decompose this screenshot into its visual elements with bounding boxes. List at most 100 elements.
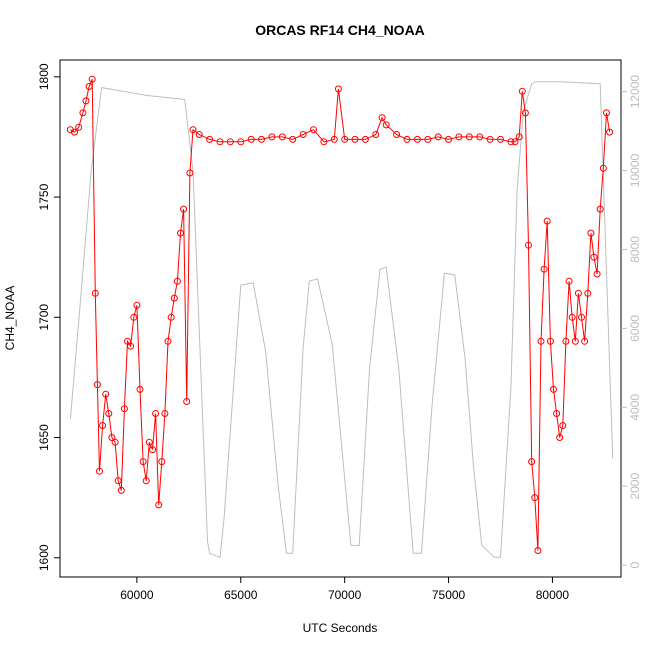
plot-frame bbox=[59, 59, 622, 578]
ch4-data-point bbox=[578, 313, 585, 321]
ch4-data-point bbox=[258, 135, 265, 143]
ch4-data-point bbox=[91, 289, 99, 297]
ch4-data-point bbox=[93, 381, 101, 389]
ch4-data-point bbox=[183, 398, 191, 405]
ch4-data-point bbox=[507, 138, 515, 146]
ch4-data-point bbox=[149, 446, 156, 454]
ch4-data-point bbox=[587, 229, 595, 237]
ch4-data-point bbox=[521, 109, 529, 117]
ch4-data-point bbox=[393, 131, 401, 138]
ch4-point-layer bbox=[66, 75, 614, 554]
ch4-data-point bbox=[85, 83, 93, 90]
ch4-data-point bbox=[528, 458, 536, 466]
ch4-data-point bbox=[434, 133, 442, 141]
ch4-data-point bbox=[424, 135, 432, 143]
ch4-data-point bbox=[372, 131, 380, 138]
ch4-data-point bbox=[216, 138, 224, 146]
ch4-data-point bbox=[186, 169, 194, 177]
y2-tick-label: 8000 bbox=[628, 236, 642, 263]
altitude-series-line bbox=[69, 81, 614, 559]
ch4-data-point bbox=[139, 458, 147, 466]
ch4-data-point bbox=[606, 128, 614, 136]
ch4-data-point bbox=[599, 164, 607, 172]
y-tick-label: 1600 bbox=[37, 544, 51, 571]
ch4-data-point bbox=[571, 337, 579, 345]
ch4-data-point bbox=[133, 301, 141, 309]
ch4-data-point bbox=[531, 494, 539, 502]
ch4-data-point bbox=[518, 87, 526, 95]
ch4-data-point bbox=[82, 97, 90, 105]
ch4-data-point bbox=[556, 434, 564, 441]
y-tick-label: 1750 bbox=[37, 183, 51, 210]
altitude-series-layer bbox=[69, 81, 614, 559]
ch4-data-point bbox=[268, 133, 276, 141]
ch4-data-point bbox=[550, 385, 557, 393]
ch4-data-point bbox=[289, 135, 297, 143]
ch4-data-point bbox=[378, 114, 386, 122]
ch4-data-point bbox=[71, 128, 78, 136]
x-tick-label: 60000 bbox=[120, 588, 154, 602]
y2-tick-label: 6000 bbox=[628, 315, 642, 342]
y-tick-label: 1650 bbox=[37, 424, 51, 451]
ch4-data-point bbox=[189, 126, 197, 134]
ch4-data-point bbox=[170, 294, 178, 302]
ch4-data-point bbox=[515, 133, 523, 141]
ch4-line-layer bbox=[70, 79, 611, 551]
ch4-data-point bbox=[180, 205, 188, 213]
x-tick-label: 80000 bbox=[536, 588, 570, 602]
ch4-data-point bbox=[152, 410, 160, 417]
ch4-data-point bbox=[111, 438, 119, 446]
ch4-data-point bbox=[158, 458, 166, 466]
ch4-data-point bbox=[525, 241, 532, 249]
ch4-data-point bbox=[497, 135, 504, 143]
y-axis-left: 1600 1650 1700 1750 1800 bbox=[37, 63, 60, 571]
y-axis-label: CH4_NOAA bbox=[3, 286, 17, 351]
ch4-data-point bbox=[136, 385, 144, 393]
ch4-data-point bbox=[562, 337, 570, 345]
y2-tick-label: 10000 bbox=[628, 153, 642, 187]
ch4-data-point bbox=[546, 337, 554, 345]
ch4-data-point bbox=[330, 135, 338, 143]
ch4-data-point bbox=[195, 131, 203, 138]
ch4-data-point bbox=[237, 138, 245, 146]
ch4-data-point bbox=[206, 135, 214, 143]
ch4-data-point bbox=[559, 422, 567, 429]
ch4-data-point bbox=[145, 438, 153, 446]
ch4-data-point bbox=[413, 135, 421, 143]
ch4-data-point bbox=[596, 205, 604, 213]
ch4-data-point bbox=[155, 501, 163, 509]
ch4-data-point bbox=[142, 477, 150, 485]
ch4-data-point bbox=[581, 337, 589, 345]
ch4-data-point bbox=[455, 133, 463, 141]
ch4-data-point bbox=[403, 135, 411, 143]
ch4-data-point bbox=[99, 422, 107, 429]
ch4-data-point bbox=[540, 265, 548, 273]
y2-tick-label: 12000 bbox=[628, 75, 642, 109]
ch4-data-point bbox=[247, 135, 255, 143]
ch4-data-point bbox=[173, 277, 181, 285]
ch4-data-point bbox=[382, 121, 390, 129]
ch4-data-point bbox=[603, 109, 610, 117]
ch4-data-point bbox=[124, 337, 131, 345]
ch4-data-point bbox=[120, 405, 128, 413]
ch4-data-point bbox=[537, 337, 545, 345]
ch4-data-point bbox=[511, 138, 519, 146]
ch4-data-point bbox=[177, 229, 184, 237]
ch4-data-point bbox=[351, 135, 359, 143]
y-axis-right: 0 2000 4000 6000 8000 10000 12000 bbox=[621, 75, 642, 569]
ch4-data-point bbox=[320, 138, 328, 146]
ch4-data-point bbox=[361, 135, 369, 143]
ch4-data-point bbox=[334, 85, 342, 93]
ch4-data-point bbox=[310, 126, 317, 134]
ch4-data-point bbox=[574, 289, 582, 297]
x-axis: 60000 65000 70000 75000 80000 bbox=[120, 577, 569, 602]
ch4-data-point bbox=[565, 277, 573, 285]
ch4-data-point bbox=[127, 342, 135, 350]
ch4-data-point bbox=[445, 135, 452, 143]
ch4-data-point bbox=[226, 138, 234, 146]
ch4-data-point bbox=[584, 289, 592, 297]
ch4-data-point bbox=[79, 109, 87, 117]
y2-tick-label: 0 bbox=[628, 562, 642, 569]
ch4-series-line bbox=[70, 79, 611, 551]
